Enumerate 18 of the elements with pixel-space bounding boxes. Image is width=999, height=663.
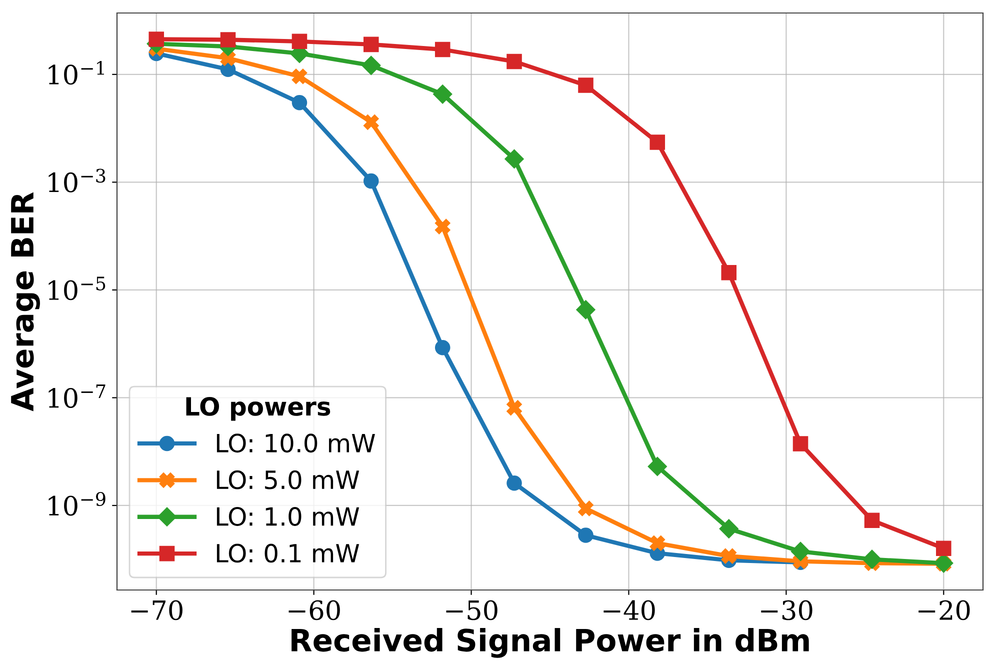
- legend-label: LO: 5.0 mW: [216, 470, 360, 490]
- x-tick-label: −40: [604, 600, 655, 620]
- y-axis-title: Average BER: [11, 192, 40, 412]
- legend-label: LO: 0.1 mW: [216, 544, 360, 563]
- y-tick-label: 10$^{−3}$: [48, 168, 106, 192]
- x-tick-label: −70: [131, 600, 182, 620]
- y-tick-label: 10$^{−5}$: [48, 276, 106, 300]
- y-tick-label: 10$^{−1}$: [48, 60, 104, 85]
- legend-label: LO: 1.0 mW: [216, 507, 360, 526]
- x-tick-label: −30: [761, 600, 812, 620]
- x-tick-label: −50: [446, 600, 498, 620]
- legend-label: LO: 10.0 mW: [216, 434, 375, 453]
- legend-title: LO powers: [186, 396, 330, 421]
- x-tick-label: −20: [918, 600, 970, 620]
- x-axis-title: Received Signal Power in dBm: [292, 628, 809, 658]
- x-tick-label: −60: [288, 600, 340, 620]
- y-tick-label: 10$^{−7}$: [48, 384, 106, 408]
- y-tick-label: 10$^{−9}$: [48, 492, 106, 516]
